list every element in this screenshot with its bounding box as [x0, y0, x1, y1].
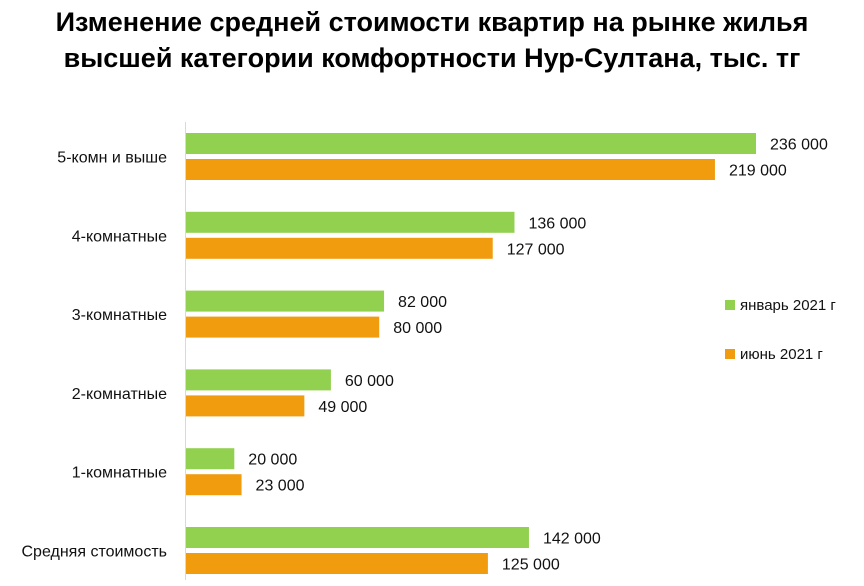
- category-label: 2-комнатные: [72, 386, 167, 403]
- data-label: 127 000: [507, 241, 565, 258]
- data-label: 20 000: [248, 452, 297, 469]
- bar-june: [186, 474, 242, 496]
- category-label: Средняя стоимость: [22, 544, 168, 561]
- data-label: 125 000: [502, 557, 560, 574]
- bar-january: [186, 527, 529, 548]
- category-label: 5-комн и выше: [57, 150, 167, 167]
- chart-title-line-1: Изменение средней стоимости квартир на р…: [55, 7, 809, 37]
- data-label: 60 000: [345, 373, 394, 390]
- data-label: 136 000: [528, 215, 586, 232]
- bar-january: [186, 133, 756, 154]
- data-label: 80 000: [393, 320, 442, 337]
- bar-june: [186, 237, 493, 259]
- chart-title: Изменение средней стоимости квартир на р…: [0, 4, 864, 76]
- chart-title-line-2: высшей категории комфортности Нур-Султан…: [63, 43, 801, 73]
- legend: январь 2021 г июнь 2021 г: [725, 297, 836, 363]
- legend-label: январь 2021 г: [740, 297, 836, 314]
- bar-january: [186, 211, 515, 233]
- bar-june: [186, 316, 380, 338]
- category-label: 3-комнатные: [72, 307, 167, 324]
- bar-january: [186, 448, 235, 470]
- data-label: 142 000: [543, 531, 601, 548]
- plot-area: 5-комн и выше 236 000 219 000 4-комнатные 13…: [22, 133, 828, 574]
- data-label: 219 000: [729, 163, 787, 180]
- bar-june: [186, 553, 488, 574]
- category-label: 1-комнатные: [72, 465, 167, 482]
- data-label: 82 000: [398, 294, 447, 311]
- category-label: 4-комнатные: [72, 228, 167, 245]
- data-label: 23 000: [256, 478, 305, 495]
- legend-swatch: [725, 349, 735, 359]
- data-label: 236 000: [770, 137, 828, 154]
- bar-january: [186, 369, 331, 391]
- legend-swatch: [725, 300, 735, 310]
- legend-label: июнь 2021 г: [740, 346, 823, 363]
- data-label: 49 000: [318, 399, 367, 416]
- bar-january: [186, 290, 385, 312]
- bar-june: [186, 395, 305, 417]
- bar-june: [186, 159, 715, 180]
